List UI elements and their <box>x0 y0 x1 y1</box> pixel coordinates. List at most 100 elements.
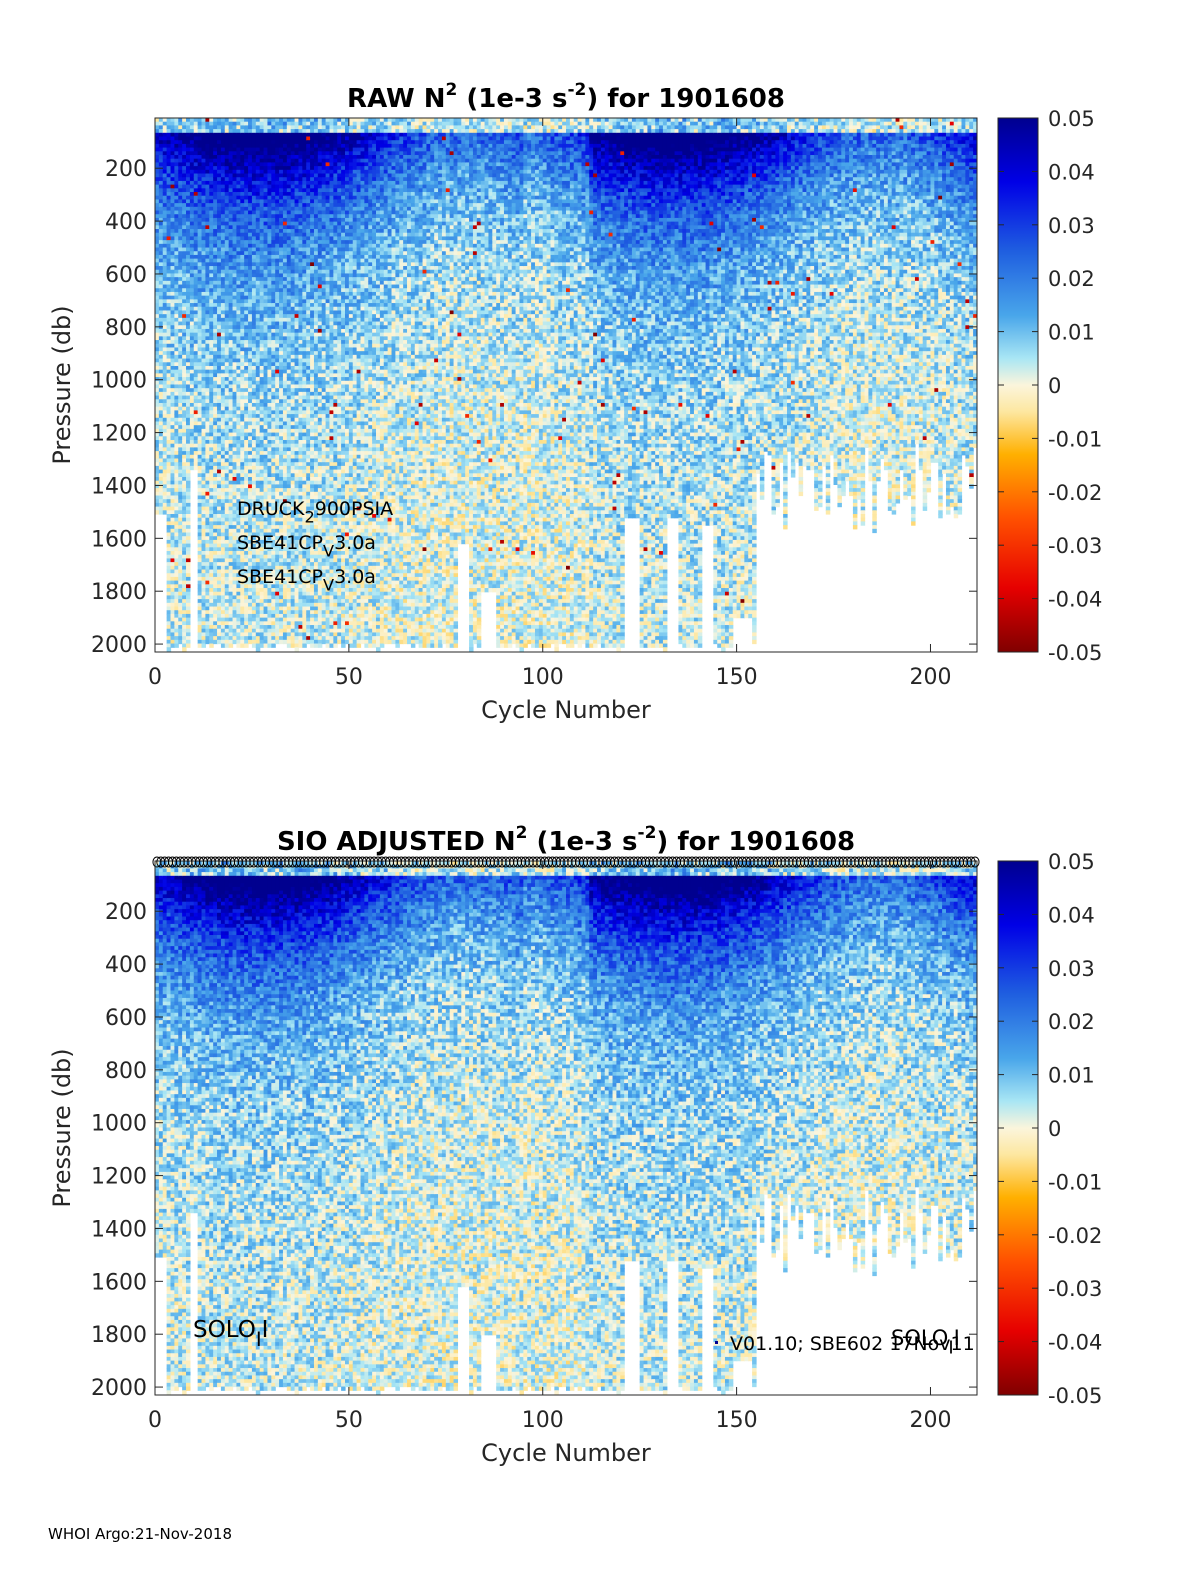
heatmap-cell <box>244 147 249 152</box>
heatmap-cell <box>155 336 160 341</box>
heatmap-cell <box>228 543 234 548</box>
heatmap-cell <box>155 251 160 256</box>
heatmap-cell <box>174 628 179 634</box>
heatmap-cell <box>182 421 187 426</box>
heatmap-cell <box>220 129 226 134</box>
heatmap-cell <box>170 632 175 637</box>
heatmap-cell <box>158 229 164 234</box>
heatmap-cell <box>220 380 226 386</box>
heatmap-cell <box>263 528 269 534</box>
heatmap-cell <box>248 439 253 445</box>
heatmap-cell <box>217 280 222 286</box>
heatmap-cell <box>213 317 218 323</box>
heatmap-cell <box>275 173 280 178</box>
heatmap-cell <box>236 539 241 545</box>
heatmap-cell <box>267 510 272 515</box>
heatmap-cell <box>197 325 203 330</box>
heatmap-cell <box>267 199 272 204</box>
heatmap-cell <box>244 551 249 556</box>
heatmap-cell <box>162 491 168 497</box>
heatmap-cell <box>178 336 183 341</box>
heatmap-cell <box>290 140 296 145</box>
heatmap-cell <box>209 388 214 393</box>
heatmap-cell <box>193 199 199 204</box>
heatmap-cell <box>162 247 168 252</box>
heatmap-cell <box>224 314 230 319</box>
heatmap-cell <box>251 365 257 371</box>
heatmap-cell <box>290 632 296 637</box>
heatmap-cell <box>170 258 175 263</box>
heatmap-cell <box>162 232 168 238</box>
heatmap-cell <box>271 591 276 597</box>
heatmap-cell <box>205 602 210 608</box>
heatmap-cell <box>186 425 191 430</box>
heatmap-cell <box>259 636 265 641</box>
heatmap-cell <box>240 551 245 556</box>
heatmap-cell <box>155 177 160 182</box>
heatmap-cell <box>170 299 175 304</box>
heatmap-cell <box>217 436 222 441</box>
heatmap-cell <box>170 602 175 608</box>
heatmap-cell <box>209 469 214 474</box>
heatmap-cell <box>271 347 276 352</box>
heatmap-cell <box>162 240 168 245</box>
heatmap-cell <box>259 469 265 474</box>
heatmap-cell <box>193 132 199 138</box>
heatmap-cell <box>186 569 191 574</box>
heatmap-cell <box>251 480 257 485</box>
heatmap-cell <box>170 480 175 485</box>
heatmap-cell <box>182 225 187 230</box>
heatmap-cell <box>286 343 292 349</box>
heatmap-cell <box>271 262 276 267</box>
heatmap-cell <box>282 539 288 545</box>
heatmap-cell <box>205 336 210 341</box>
heatmap-cell <box>248 425 253 430</box>
heatmap-cell <box>263 232 269 238</box>
heatmap-cell <box>255 262 261 267</box>
heatmap-cell <box>170 562 175 567</box>
heatmap-cell <box>251 129 257 134</box>
heatmap-cell <box>271 158 276 164</box>
heatmap-cell <box>286 336 292 341</box>
heatmap-cell <box>193 421 199 426</box>
heatmap-cell <box>205 365 210 371</box>
heatmap-cell <box>290 465 296 471</box>
heatmap-cell <box>224 229 230 234</box>
heatmap-cell <box>240 236 245 241</box>
heatmap-cell <box>193 365 199 371</box>
heatmap-cell <box>271 554 276 560</box>
heatmap-cell <box>170 517 175 523</box>
heatmap-cell <box>267 365 272 371</box>
heatmap-cell <box>236 369 241 374</box>
heatmap-cell <box>267 269 272 275</box>
heatmap-cell <box>244 402 249 408</box>
heatmap-cell <box>158 421 164 426</box>
heatmap-cell <box>186 158 191 164</box>
heatmap-cell <box>228 469 234 474</box>
heatmap-cell <box>162 210 168 215</box>
heatmap-cell <box>220 439 226 445</box>
heatmap-cell <box>267 240 272 245</box>
heatmap-cell <box>248 373 253 378</box>
heatmap-cell <box>213 406 218 411</box>
heatmap-cell <box>248 362 253 367</box>
heatmap-cell <box>201 436 207 441</box>
heatmap-cell <box>271 365 276 371</box>
heatmap-cell <box>271 321 276 326</box>
heatmap-cell <box>209 528 214 534</box>
heatmap-cell <box>228 565 234 571</box>
heatmap-cell <box>271 543 276 548</box>
heatmap-cell <box>240 365 245 371</box>
heatmap-cell <box>251 192 257 197</box>
heatmap-cell <box>286 473 292 478</box>
heatmap-cell <box>259 121 265 126</box>
heatmap-cell <box>279 517 284 523</box>
heatmap-cell <box>236 303 241 308</box>
heatmap-cell <box>244 380 249 386</box>
heatmap-cell <box>166 314 172 319</box>
heatmap-cell <box>193 347 199 352</box>
heatmap-cell <box>236 543 241 548</box>
heatmap-cell <box>189 269 195 275</box>
heatmap-cell <box>209 217 214 223</box>
heatmap-cell <box>166 588 172 593</box>
